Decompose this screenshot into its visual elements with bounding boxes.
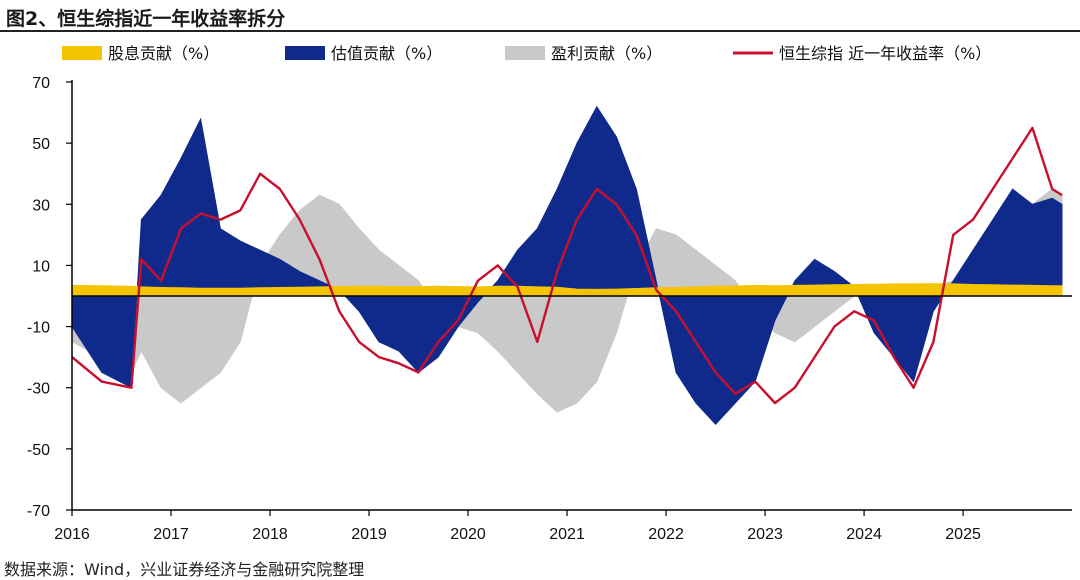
x-tick-label: 2020: [450, 526, 486, 543]
y-tick-label: -10: [27, 320, 50, 337]
source-note: 数据来源：Wind，兴业证券经济与金融研究院整理: [4, 560, 365, 579]
x-tick-label: 2025: [945, 526, 981, 543]
series-return-line: [71, 126, 1063, 405]
chart-title: 图2、恒生综指近一年收益率拆分: [6, 8, 286, 30]
y-tick-label: 70: [32, 75, 50, 92]
x-tick-label: 2024: [846, 526, 882, 543]
title-divider: [0, 30, 1080, 32]
y-tick-label: 30: [32, 197, 50, 214]
legend-swatch-valuation: [285, 46, 325, 60]
x-tick-label: 2023: [747, 526, 783, 543]
y-tick-label: -50: [27, 442, 50, 459]
y-tick-label: 50: [32, 136, 50, 153]
legend-label-valuation: 估值贡献（%）: [331, 44, 442, 63]
legend-item-valuation: 估值贡献（%）: [285, 44, 442, 63]
y-tick-label: -30: [27, 381, 50, 398]
legend-label-earnings: 盈利贡献（%）: [551, 44, 662, 63]
legend-item-return: 恒生综指 近一年收益率（%）: [733, 44, 991, 63]
legend: 股息贡献（%） 估值贡献（%） 盈利贡献（%） 恒生综指 近一年收益率（%）: [62, 44, 991, 63]
series-valuation-area: [71, 105, 1063, 425]
series-layer: [71, 105, 1063, 425]
series-dividend-area: [71, 283, 1063, 297]
y-tick-label: 10: [32, 258, 50, 275]
x-tick-label: 2022: [648, 526, 684, 543]
x-tick-label: 2019: [351, 526, 387, 543]
chart: 股息贡献（%） 估值贡献（%） 盈利贡献（%） 恒生综指 近一年收益率（%） 70 50…: [27, 44, 1072, 543]
legend-swatch-earnings: [505, 46, 545, 60]
legend-label-return: 恒生综指 近一年收益率（%）: [779, 44, 991, 63]
legend-item-earnings: 盈利贡献（%）: [505, 44, 662, 63]
x-tick-label: 2016: [54, 526, 90, 543]
legend-label-dividend: 股息贡献（%）: [108, 44, 219, 63]
x-tick-label: 2017: [153, 526, 189, 543]
x-tick-label: 2018: [252, 526, 288, 543]
legend-swatch-dividend: [62, 46, 102, 60]
legend-item-dividend: 股息贡献（%）: [62, 44, 219, 63]
x-tick-label: 2021: [549, 526, 585, 543]
y-tick-label: -70: [27, 503, 50, 520]
